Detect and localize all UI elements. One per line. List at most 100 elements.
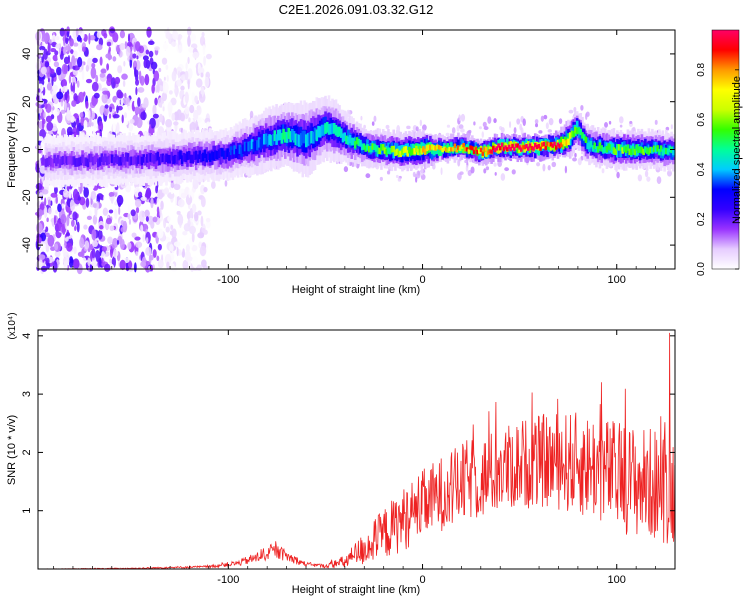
spectrogram-noise-cell xyxy=(538,130,543,134)
spectrogram-noise-cell xyxy=(198,67,205,75)
spectrogram-noise-cell xyxy=(52,84,58,92)
spectrogram-ridge-cell xyxy=(574,126,577,134)
spectrogram-noise-cell xyxy=(187,26,192,37)
spectrogram-ridge-cell xyxy=(568,132,572,139)
spectrogram-noise-cell xyxy=(422,124,427,131)
spectrogram-noise-cell xyxy=(50,48,57,53)
spectrogram-noise-cell xyxy=(167,216,171,222)
spectrogram-noise-cell xyxy=(73,92,78,102)
spectrogram-noise-cell xyxy=(395,174,399,179)
spectrogram-noise-cell xyxy=(137,191,143,198)
spectrogram-noise-cell xyxy=(140,224,144,233)
spectrogram-noise-cell xyxy=(44,197,47,207)
spectrogram-noise-cell xyxy=(619,124,623,128)
spectrogram-noise-cell xyxy=(85,100,89,109)
spectrogram-noise-cell xyxy=(72,69,78,76)
spectrogram-noise-cell xyxy=(103,193,109,205)
snr-ytick-label: 3 xyxy=(21,391,33,397)
spectrogram-ridge-cell xyxy=(610,143,614,151)
spectrogram-ridge-cell xyxy=(76,158,79,167)
spectrogram-ridge-cell xyxy=(563,140,567,147)
spectrogram-ridge-cell xyxy=(437,145,441,150)
spectrogram-noise-cell xyxy=(85,64,89,72)
spectrogram-noise-cell xyxy=(106,41,112,47)
spectrogram-ridge-cell xyxy=(462,142,465,148)
spectrogram-ridge-cell xyxy=(665,147,668,155)
spectrogram-noise-cell xyxy=(58,258,63,264)
spectrogram-ridge-cell xyxy=(121,153,125,163)
spectrogram-ridge-cell xyxy=(602,141,605,153)
spectrogram-noise-cell xyxy=(135,251,139,256)
spectrogram-noise-cell xyxy=(170,180,175,189)
spectrogram-ridge-cell xyxy=(278,129,282,141)
spectrogram-noise-cell xyxy=(616,171,620,179)
spectrogram-ridge-cell xyxy=(582,134,586,141)
spectrogram-ridge-cell xyxy=(182,152,186,162)
spectrogram-noise-cell xyxy=(637,174,643,182)
spectrogram-ridge-cell xyxy=(565,139,569,146)
spectrogram-ridge-cell xyxy=(294,133,298,146)
spectrogram-ridge-cell xyxy=(353,141,357,149)
spectrogram-noise-cell xyxy=(619,116,624,124)
spectrogram-noise-cell xyxy=(83,224,88,230)
spectrogram-ridge-cell xyxy=(196,145,200,162)
spectrogram-ridge-cell xyxy=(561,139,565,145)
spectrogram-ridge-cell xyxy=(198,150,201,160)
spectrogram-noise-cell xyxy=(75,117,80,126)
spectrogram-ridge-cell xyxy=(81,154,84,164)
spectrogram-noise-cell xyxy=(185,62,188,71)
spectrogram-noise-cell xyxy=(66,31,70,38)
spectrogram-ridge-cell xyxy=(458,146,462,151)
spectrogram-ridge-cell xyxy=(168,154,172,164)
snr-ytick-label: 4 xyxy=(21,333,33,339)
spectrogram-ridge-cell xyxy=(656,145,659,152)
spectrogram-ridge-cell xyxy=(535,144,539,150)
spectrogram-ridge-cell xyxy=(668,145,672,153)
spectrogram-ridge-cell xyxy=(325,121,329,133)
spectrogram-noise-cell xyxy=(406,125,411,130)
spectrogram-ridge-cell xyxy=(186,151,189,161)
spectrogram-noise-cell xyxy=(73,259,80,268)
spectrogram-noise-cell xyxy=(74,225,77,232)
spectrogram-noise-cell xyxy=(135,241,143,248)
spectrogram-noise-cell xyxy=(110,196,114,204)
spectrogram-noise-cell xyxy=(494,172,497,176)
spectrogram-noise-cell xyxy=(38,115,41,121)
spectrogram-noise-cell xyxy=(184,106,190,115)
spectrogram-noise-cell xyxy=(482,121,487,128)
spectrogram-ridge-cell xyxy=(305,134,308,148)
spectrogram-xtick-label: 100 xyxy=(608,274,626,286)
spectrogram-noise-cell xyxy=(601,168,605,174)
spectrogram-ridge-cell xyxy=(392,145,395,153)
spectrogram-noise-cell xyxy=(165,64,169,71)
spectrogram-noise-cell xyxy=(180,85,185,91)
spectrogram-xlabel: Height of straight line (km) xyxy=(292,284,420,296)
spectrogram-ridge-cell xyxy=(630,148,633,155)
spectrogram-noise-cell xyxy=(114,208,118,220)
spectrogram-noise-cell xyxy=(188,188,191,199)
spectrogram-noise-cell xyxy=(129,118,135,124)
snr-background xyxy=(38,330,675,569)
spectrogram-ridge-cell xyxy=(264,133,268,145)
spectrogram-ytick-label: 20 xyxy=(21,96,33,108)
spectrogram-noise-cell xyxy=(205,220,211,229)
spectrogram-ridge-cell xyxy=(644,146,647,153)
spectrogram-ridge-cell xyxy=(595,140,598,152)
spectrogram-noise-cell xyxy=(481,131,484,138)
spectrogram-noise-cell xyxy=(35,222,43,234)
spectrogram-ridge-cell xyxy=(359,141,362,154)
spectrogram-ridge-cell xyxy=(579,128,583,136)
spectrogram-noise-cell xyxy=(204,76,210,88)
spectrogram-noise-cell xyxy=(459,171,464,175)
spectrogram-ridge-cell xyxy=(219,147,222,157)
spectrogram-noise-cell xyxy=(158,67,162,73)
spectrogram-noise-cell xyxy=(184,91,189,104)
spectrogram-noise-cell xyxy=(516,118,521,125)
spectrogram-noise-cell xyxy=(458,114,461,122)
spectrogram-ridge-cell xyxy=(193,151,196,161)
spectrogram-ridge-cell xyxy=(533,142,537,148)
spectrogram-ridge-cell xyxy=(208,153,212,162)
spectrogram-noise-cell xyxy=(51,75,54,87)
spectrogram-ridge-cell xyxy=(350,137,354,146)
spectrogram-ridge-cell xyxy=(429,144,432,151)
